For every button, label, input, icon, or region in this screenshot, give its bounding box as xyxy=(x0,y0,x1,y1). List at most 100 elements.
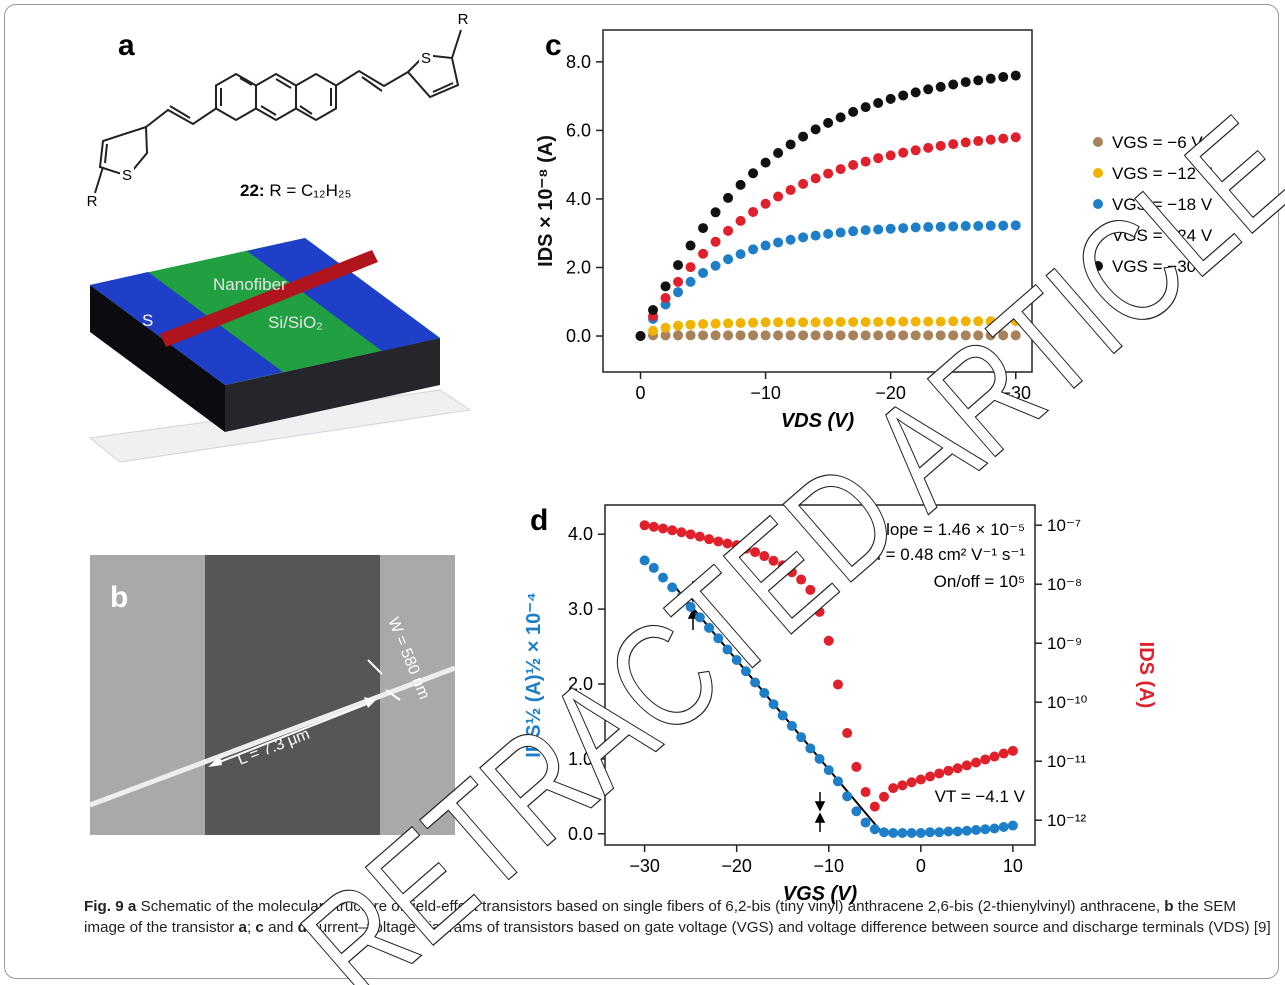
data-point xyxy=(735,317,746,328)
data-point xyxy=(848,160,859,171)
data-point xyxy=(748,206,759,217)
data-point xyxy=(704,534,715,545)
data-point xyxy=(722,538,733,549)
data-point xyxy=(960,77,971,88)
x-tick-label: −10 xyxy=(750,383,781,403)
data-point xyxy=(823,316,834,327)
data-point xyxy=(985,316,996,327)
data-point xyxy=(750,677,761,688)
data-point xyxy=(925,827,936,838)
data-point xyxy=(873,316,884,327)
data-point xyxy=(935,330,946,341)
data-point xyxy=(923,84,934,95)
data-point xyxy=(698,330,709,341)
data-point xyxy=(731,540,742,551)
data-point xyxy=(971,825,982,836)
y2-axis-label: IDS (A) xyxy=(1135,642,1157,709)
data-point xyxy=(760,198,771,209)
data-point xyxy=(910,145,921,156)
data-point xyxy=(961,760,972,771)
data-point xyxy=(923,330,934,341)
data-point xyxy=(998,133,1009,144)
data-point xyxy=(658,572,669,583)
data-point xyxy=(888,783,899,794)
data-point xyxy=(735,330,746,341)
x-tick-label: −20 xyxy=(721,856,752,876)
data-point xyxy=(676,527,687,538)
data-point xyxy=(915,828,926,839)
data-point xyxy=(785,330,796,341)
data-point xyxy=(785,139,796,150)
data-point xyxy=(748,168,759,179)
data-point xyxy=(710,330,721,341)
data-point xyxy=(685,262,696,273)
data-point xyxy=(923,222,934,233)
y-tick-label: 6.0 xyxy=(566,120,591,140)
data-point xyxy=(980,754,991,765)
data-point xyxy=(848,316,859,327)
data-point xyxy=(848,330,859,341)
data-point xyxy=(985,134,996,145)
data-point xyxy=(768,699,779,710)
data-point xyxy=(759,687,770,698)
data-point xyxy=(786,567,797,578)
data-point xyxy=(948,330,959,341)
data-point xyxy=(823,168,834,179)
y-tick-label: 0.0 xyxy=(566,326,591,346)
x-tick-label: −10 xyxy=(813,856,844,876)
data-point xyxy=(685,330,696,341)
data-point xyxy=(935,221,946,232)
data-point xyxy=(885,223,896,234)
data-point xyxy=(810,173,821,184)
data-point xyxy=(773,191,784,202)
compound: 22: R = C₁₂H₂₅ xyxy=(240,181,351,200)
data-point xyxy=(698,319,709,330)
data-point xyxy=(971,757,982,768)
electrode-label: D xyxy=(373,263,385,282)
data-point xyxy=(873,97,884,108)
data-point xyxy=(796,574,807,585)
data-point xyxy=(960,330,971,341)
data-point xyxy=(685,276,696,287)
data-point xyxy=(760,317,771,328)
annotation: Slope = 1.46 × 10⁻⁵ xyxy=(875,520,1025,539)
atom-label: S xyxy=(122,167,132,184)
data-point xyxy=(860,225,871,236)
data-point xyxy=(873,224,884,235)
legend-label: VGS = −6 V xyxy=(1112,133,1203,152)
data-point xyxy=(685,319,696,330)
data-point xyxy=(660,330,671,341)
data-point xyxy=(948,79,959,90)
y-tick-label: 2.0 xyxy=(568,674,593,694)
data-point xyxy=(910,222,921,233)
data-point xyxy=(878,791,889,802)
data-point xyxy=(722,644,733,655)
data-point xyxy=(660,292,671,303)
data-point xyxy=(798,131,809,142)
data-point xyxy=(910,330,921,341)
atom-label: S xyxy=(421,50,431,67)
data-point xyxy=(635,331,646,342)
data-point xyxy=(710,207,721,218)
legend-label: VGS = −30 V xyxy=(1112,257,1213,276)
y2-tick-label: 10⁻⁷ xyxy=(1047,516,1081,535)
data-point xyxy=(873,153,884,164)
data-point xyxy=(773,330,784,341)
data-point xyxy=(935,140,946,151)
data-point xyxy=(750,547,761,558)
device-schematic: S D Nanofiber Si/SiO₂ xyxy=(88,238,472,463)
data-point xyxy=(898,90,909,101)
legend-marker xyxy=(1093,199,1103,209)
data-point xyxy=(639,520,650,531)
data-point xyxy=(952,826,963,837)
legend-marker xyxy=(1093,137,1103,147)
annotation: On/off = 10⁵ xyxy=(934,572,1025,591)
legend-label: VGS = −18 V xyxy=(1112,195,1213,214)
data-point xyxy=(648,562,659,573)
marker-arrows xyxy=(687,581,826,832)
y-tick-label: 1.0 xyxy=(568,749,593,769)
data-point xyxy=(698,267,709,278)
data-point xyxy=(923,142,934,153)
